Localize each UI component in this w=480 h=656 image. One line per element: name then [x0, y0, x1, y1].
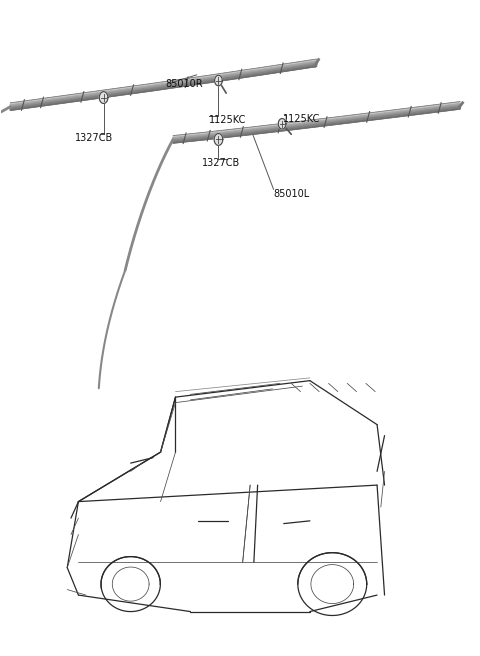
Polygon shape: [99, 92, 108, 104]
Text: 1125KC: 1125KC: [209, 115, 246, 125]
Text: 85010L: 85010L: [274, 189, 310, 199]
Polygon shape: [214, 134, 223, 146]
Text: 1327CB: 1327CB: [75, 133, 113, 143]
Polygon shape: [278, 119, 286, 129]
Text: 85010R: 85010R: [166, 79, 204, 89]
Text: 1327CB: 1327CB: [202, 158, 240, 168]
Text: 1125KC: 1125KC: [283, 113, 321, 123]
Polygon shape: [215, 75, 222, 86]
